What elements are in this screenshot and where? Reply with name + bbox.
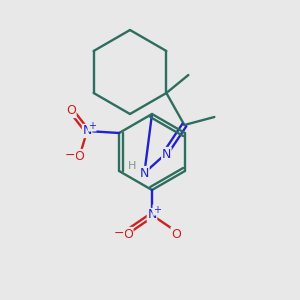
Text: N: N xyxy=(82,124,92,137)
Text: +: + xyxy=(153,205,161,215)
Text: N: N xyxy=(162,148,171,160)
Text: O: O xyxy=(171,227,181,241)
Text: O: O xyxy=(74,149,84,163)
Text: +: + xyxy=(88,121,96,131)
Text: H: H xyxy=(128,161,136,171)
Text: N: N xyxy=(140,167,149,179)
Text: O: O xyxy=(66,104,76,118)
Text: −: − xyxy=(65,148,75,161)
Text: N: N xyxy=(147,208,157,221)
Text: O: O xyxy=(123,227,133,241)
Text: −: − xyxy=(114,226,124,239)
